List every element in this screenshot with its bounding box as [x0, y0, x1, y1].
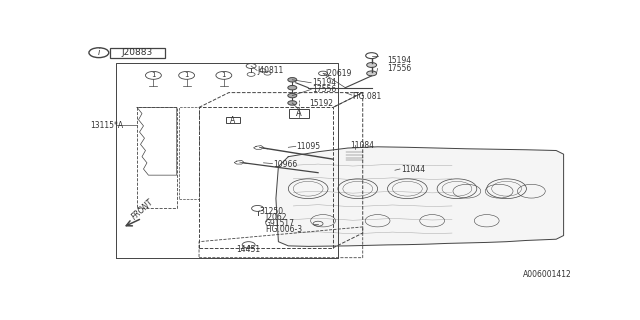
Text: 1: 1 — [151, 72, 156, 78]
Circle shape — [367, 71, 376, 76]
Text: 11095: 11095 — [296, 142, 321, 151]
Circle shape — [367, 62, 376, 68]
Text: G91517: G91517 — [265, 219, 295, 228]
FancyBboxPatch shape — [110, 48, 165, 58]
Text: 17556: 17556 — [388, 64, 412, 73]
Text: FIG.081: FIG.081 — [352, 92, 381, 101]
Text: A: A — [230, 116, 236, 125]
Circle shape — [288, 93, 297, 98]
Text: FRONT: FRONT — [131, 198, 156, 222]
Circle shape — [288, 101, 297, 105]
Text: 14451: 14451 — [237, 244, 260, 253]
Text: 15194: 15194 — [388, 56, 412, 65]
Text: J2062: J2062 — [265, 213, 287, 222]
Text: 17556: 17556 — [312, 85, 337, 94]
FancyBboxPatch shape — [289, 109, 309, 118]
Text: 11044: 11044 — [401, 165, 426, 174]
Text: i: i — [98, 48, 100, 57]
Text: A006001412: A006001412 — [524, 270, 572, 279]
Text: J20619: J20619 — [326, 69, 352, 78]
Bar — [346, 149, 364, 162]
Text: 15192: 15192 — [310, 99, 333, 108]
Text: 10966: 10966 — [273, 160, 298, 169]
Text: 13115*A: 13115*A — [90, 121, 123, 130]
Circle shape — [288, 77, 297, 82]
Circle shape — [288, 85, 297, 90]
Text: J20883: J20883 — [122, 48, 153, 57]
Text: 11084: 11084 — [350, 141, 374, 150]
Text: A: A — [296, 109, 302, 118]
Text: 31250: 31250 — [260, 207, 284, 216]
FancyBboxPatch shape — [226, 117, 240, 123]
Text: FIG.006-3: FIG.006-3 — [265, 225, 302, 234]
Text: 1: 1 — [184, 72, 189, 78]
Text: 15194: 15194 — [312, 78, 336, 87]
Text: 1: 1 — [221, 72, 226, 78]
Polygon shape — [276, 147, 564, 246]
Text: J40811: J40811 — [257, 67, 284, 76]
